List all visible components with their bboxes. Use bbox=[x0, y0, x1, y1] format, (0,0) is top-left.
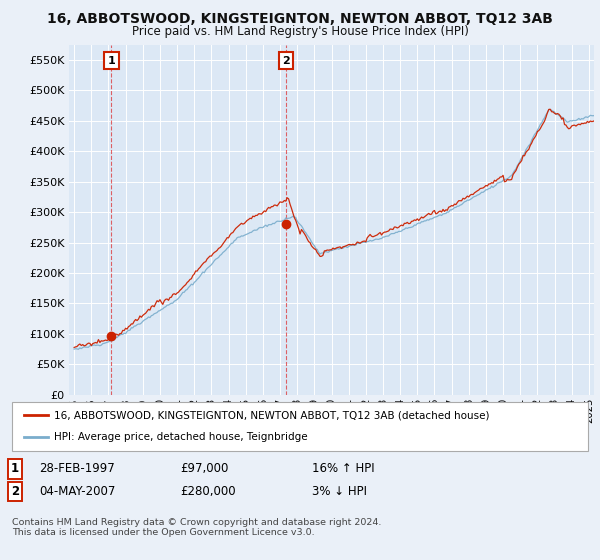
Text: HPI: Average price, detached house, Teignbridge: HPI: Average price, detached house, Teig… bbox=[54, 432, 308, 442]
Text: Price paid vs. HM Land Registry's House Price Index (HPI): Price paid vs. HM Land Registry's House … bbox=[131, 25, 469, 38]
Text: Contains HM Land Registry data © Crown copyright and database right 2024.
This d: Contains HM Land Registry data © Crown c… bbox=[12, 518, 382, 538]
Text: 16, ABBOTSWOOD, KINGSTEIGNTON, NEWTON ABBOT, TQ12 3AB (detached house): 16, ABBOTSWOOD, KINGSTEIGNTON, NEWTON AB… bbox=[54, 410, 490, 421]
Text: 3% ↓ HPI: 3% ↓ HPI bbox=[312, 485, 367, 498]
Text: 16% ↑ HPI: 16% ↑ HPI bbox=[312, 462, 374, 475]
Text: 28-FEB-1997: 28-FEB-1997 bbox=[39, 462, 115, 475]
Text: 2: 2 bbox=[282, 55, 290, 66]
Text: £97,000: £97,000 bbox=[180, 462, 229, 475]
Text: 2: 2 bbox=[11, 485, 19, 498]
Text: 1: 1 bbox=[11, 462, 19, 475]
Text: £280,000: £280,000 bbox=[180, 485, 236, 498]
Text: 16, ABBOTSWOOD, KINGSTEIGNTON, NEWTON ABBOT, TQ12 3AB: 16, ABBOTSWOOD, KINGSTEIGNTON, NEWTON AB… bbox=[47, 12, 553, 26]
Text: 04-MAY-2007: 04-MAY-2007 bbox=[39, 485, 115, 498]
Text: 1: 1 bbox=[107, 55, 115, 66]
